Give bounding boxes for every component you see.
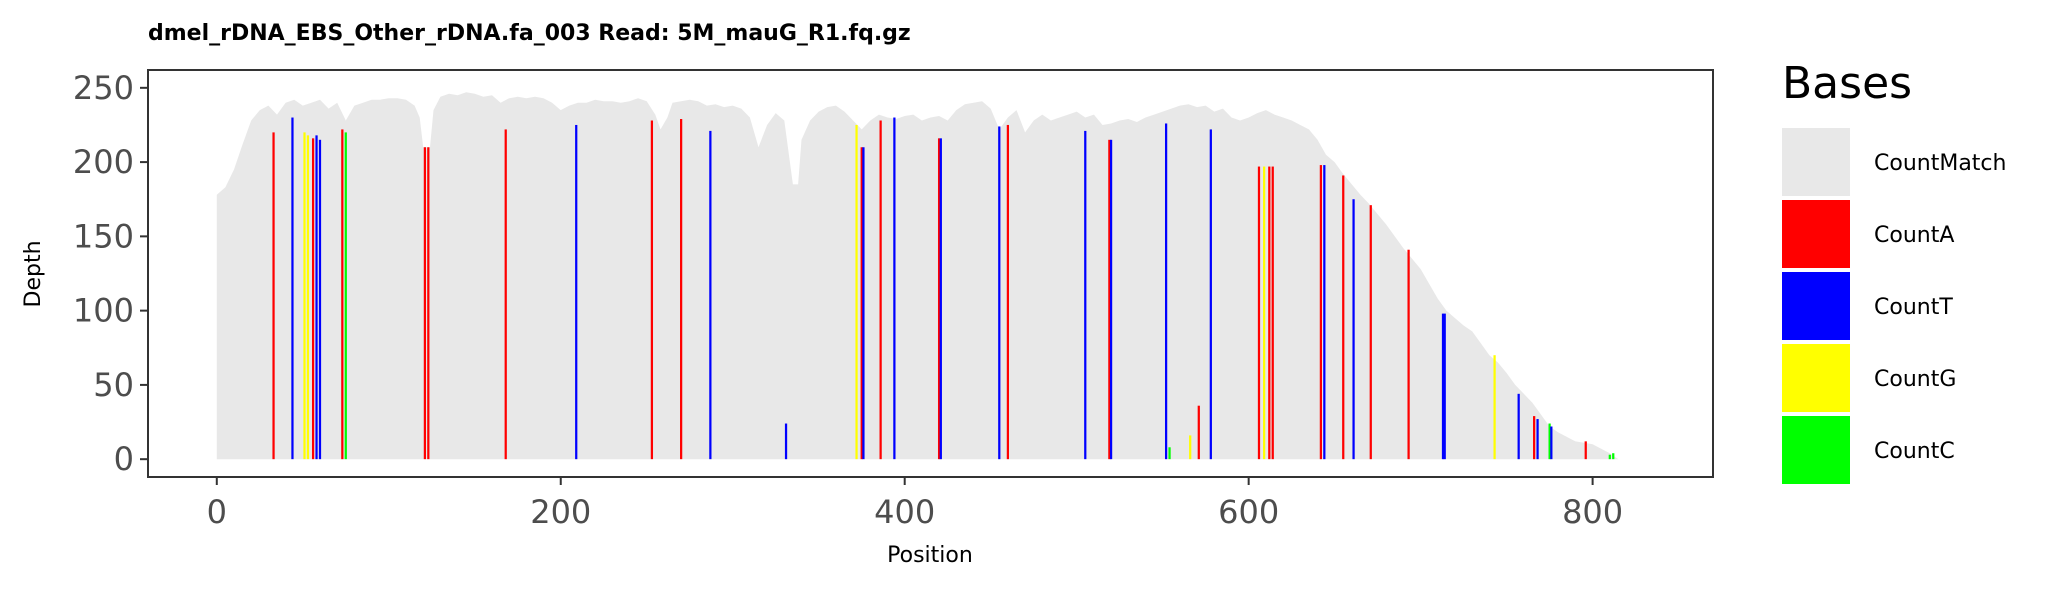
mismatch-bar-A: [1257, 166, 1261, 460]
mismatch-bar-A: [879, 120, 882, 460]
mismatch-layer: [272, 117, 1615, 460]
y-axis: 0 50 100 150 200 250: [73, 69, 148, 478]
mismatch-bar-C: [1548, 423, 1551, 460]
y-axis-title: Depth: [21, 240, 46, 307]
legend-label: CountG: [1874, 367, 1956, 392]
mismatch-bar-A: [1319, 165, 1323, 460]
mismatch-bar-A: [650, 120, 654, 460]
mismatch-bar-T: [1084, 130, 1087, 460]
y-tick-label: 250: [73, 69, 134, 107]
mismatch-bar-A: [1369, 205, 1372, 460]
mismatch-bar-A: [680, 119, 683, 460]
mismatch-bar-T: [291, 117, 294, 460]
y-tick-label: 50: [93, 366, 134, 404]
mismatch-bar-T: [1209, 129, 1212, 460]
mismatch-bar-A: [1533, 416, 1536, 460]
legend-swatch: [1782, 416, 1850, 484]
mismatch-bar-T: [1352, 199, 1355, 460]
mismatch-bar-T: [1536, 419, 1539, 460]
legend-label: CountT: [1874, 295, 1953, 320]
mismatch-bar-T: [318, 139, 322, 460]
mismatch-bar-G: [306, 135, 310, 460]
mismatch-bar-T: [1441, 313, 1445, 460]
legend-label: CountMatch: [1874, 151, 2006, 176]
mismatch-bar-G: [1189, 435, 1192, 460]
mismatch-bar-T: [709, 130, 712, 460]
mismatch-bar-T: [1109, 139, 1113, 460]
legend-swatch: [1782, 272, 1850, 340]
mismatch-bar-A: [1197, 405, 1200, 460]
y-tick-label: 0: [114, 440, 134, 478]
x-tick-label: 0: [207, 493, 227, 531]
mismatch-bar-A: [1108, 139, 1111, 460]
mismatch-bar-A: [1006, 124, 1010, 460]
mismatch-bar-G: [855, 124, 858, 460]
coverage-area: [216, 92, 1619, 460]
legend-swatch: [1782, 128, 1850, 196]
legend-swatch: [1782, 344, 1850, 412]
mismatch-bar-C: [1168, 447, 1171, 460]
y-tick-label: 100: [73, 292, 134, 330]
mismatch-bar-C: [1612, 453, 1615, 460]
x-axis: 0 200 400 600 800: [207, 477, 1623, 531]
mismatch-bar-A: [1342, 175, 1345, 460]
x-tick-label: 400: [874, 493, 935, 531]
mismatch-bar-A: [860, 147, 863, 460]
mismatch-bar-A: [311, 138, 315, 460]
mismatch-bar-A: [341, 129, 344, 460]
mismatch-bar-T: [1323, 165, 1326, 460]
mismatch-bar-A: [1271, 166, 1274, 460]
legend: Bases CountMatch CountA CountT CountG CountC: [1782, 58, 2006, 484]
plot-title: dmel_rDNA_EBS_Other_rDNA.fa_003 Read: 5M…: [148, 21, 911, 46]
mismatch-bar-G: [303, 132, 306, 460]
mismatch-bar-A: [427, 147, 430, 460]
legend-label: CountA: [1874, 223, 1954, 248]
mismatch-bar-A: [1407, 249, 1410, 460]
mismatch-bar-T: [315, 135, 318, 460]
mismatch-bar-T: [939, 138, 942, 460]
legend-label: CountC: [1874, 439, 1955, 464]
mismatch-bar-A: [423, 147, 427, 460]
mismatch-bar-C: [1608, 454, 1611, 460]
mismatch-bar-G: [1493, 355, 1496, 460]
mismatch-bar-T: [784, 423, 788, 460]
x-axis-title: Position: [887, 543, 973, 568]
legend-swatch: [1782, 200, 1850, 268]
mismatch-bar-T: [1164, 123, 1168, 460]
y-tick-label: 150: [73, 217, 134, 255]
x-tick-label: 600: [1218, 493, 1279, 531]
mismatch-bar-A: [504, 129, 507, 460]
mismatch-bar-T: [998, 126, 1001, 460]
legend-items: CountMatch CountA CountT CountG CountC: [1782, 128, 2006, 484]
mismatch-bar-T: [893, 117, 896, 460]
mismatch-bar-G: [1263, 166, 1266, 460]
mismatch-bar-T: [862, 147, 865, 460]
x-tick-label: 800: [1562, 493, 1623, 531]
mismatch-bar-A: [1268, 166, 1271, 460]
mismatch-bar-A: [937, 138, 941, 460]
plot-frame: [147, 69, 1714, 478]
mismatch-bar-A: [272, 132, 275, 460]
mismatch-bar-T: [1443, 313, 1446, 460]
x-tick-label: 200: [530, 493, 591, 531]
coverage-layer: [216, 92, 1619, 460]
mismatch-bar-C: [344, 132, 347, 460]
y-tick-label: 200: [73, 143, 134, 181]
legend-title: Bases: [1782, 58, 1912, 109]
plot-area: [216, 92, 1619, 460]
mismatch-bar-T: [1550, 426, 1553, 460]
mismatch-bar-T: [575, 124, 578, 460]
mismatch-bar-A: [1584, 441, 1587, 460]
mismatch-bar-T: [1517, 393, 1520, 460]
